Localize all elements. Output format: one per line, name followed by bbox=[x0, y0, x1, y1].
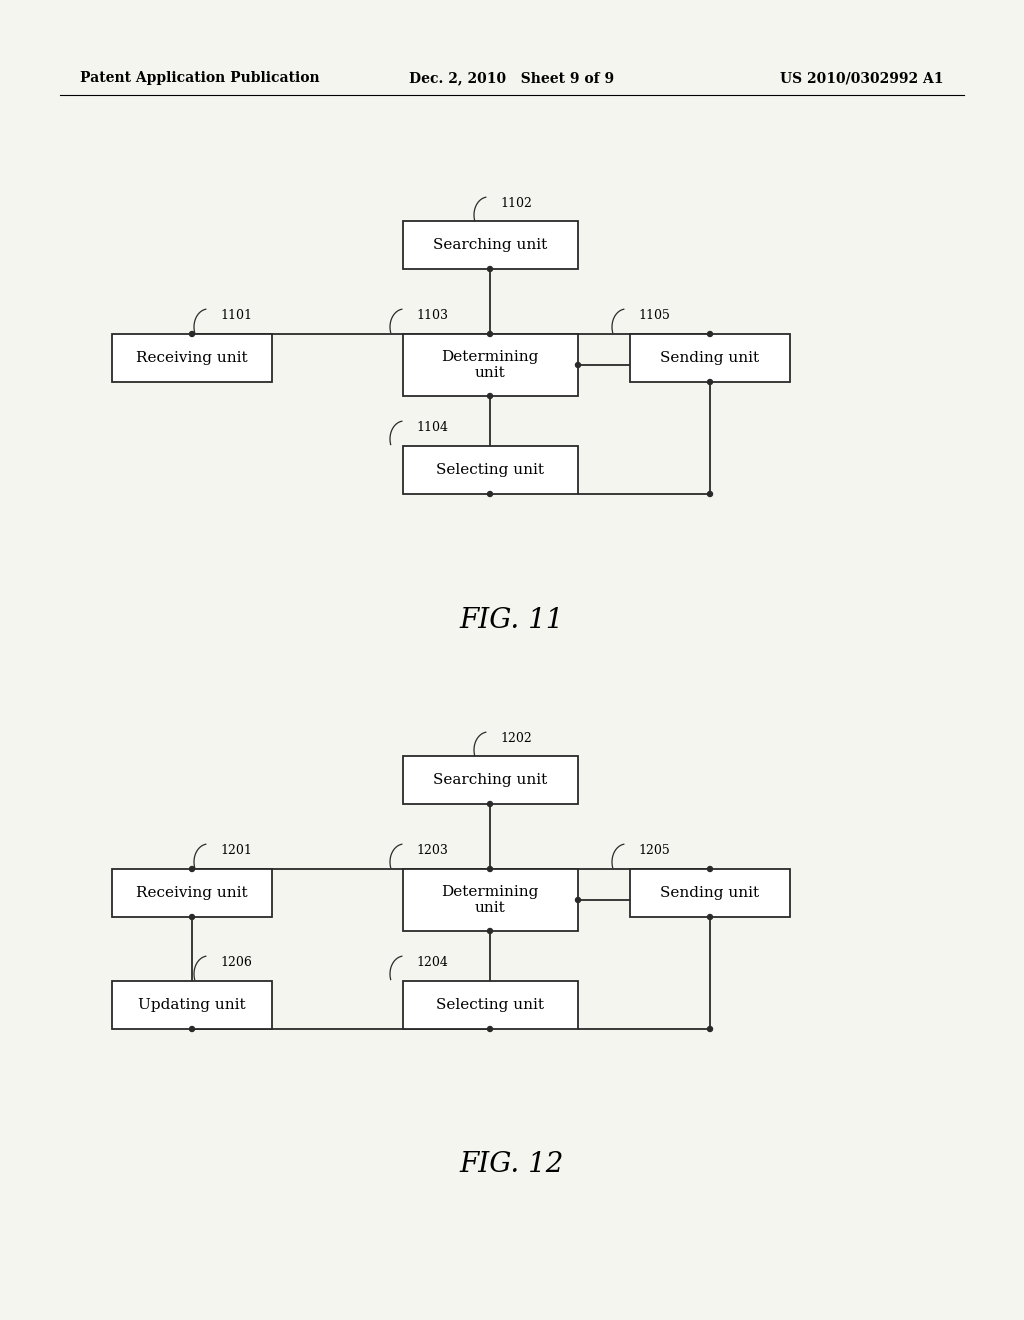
Text: 1104: 1104 bbox=[416, 421, 449, 434]
Text: US 2010/0302992 A1: US 2010/0302992 A1 bbox=[780, 71, 944, 84]
Text: FIG. 12: FIG. 12 bbox=[460, 1151, 564, 1179]
Text: 1205: 1205 bbox=[638, 843, 670, 857]
Circle shape bbox=[487, 491, 493, 496]
Bar bbox=[112, 334, 272, 381]
Circle shape bbox=[708, 915, 713, 920]
Text: 1201: 1201 bbox=[220, 843, 252, 857]
Text: Patent Application Publication: Patent Application Publication bbox=[80, 71, 319, 84]
Bar bbox=[402, 981, 578, 1030]
Circle shape bbox=[708, 491, 713, 496]
Circle shape bbox=[487, 331, 493, 337]
Circle shape bbox=[189, 866, 195, 871]
Circle shape bbox=[575, 363, 581, 367]
Text: Sending unit: Sending unit bbox=[660, 886, 760, 900]
Text: Selecting unit: Selecting unit bbox=[436, 463, 544, 477]
Circle shape bbox=[487, 1027, 493, 1031]
Text: 1101: 1101 bbox=[220, 309, 252, 322]
Text: 1202: 1202 bbox=[500, 733, 531, 744]
Circle shape bbox=[487, 267, 493, 272]
Bar bbox=[630, 334, 790, 381]
Bar bbox=[630, 869, 790, 917]
Circle shape bbox=[575, 898, 581, 903]
Text: Updating unit: Updating unit bbox=[138, 998, 246, 1012]
Text: Searching unit: Searching unit bbox=[433, 238, 547, 252]
Text: Determining
unit: Determining unit bbox=[441, 884, 539, 915]
Text: FIG. 11: FIG. 11 bbox=[460, 606, 564, 634]
Text: Dec. 2, 2010   Sheet 9 of 9: Dec. 2, 2010 Sheet 9 of 9 bbox=[410, 71, 614, 84]
Bar bbox=[402, 756, 578, 804]
Text: 1203: 1203 bbox=[416, 843, 447, 857]
Text: Determining
unit: Determining unit bbox=[441, 350, 539, 380]
Bar bbox=[402, 869, 578, 931]
Circle shape bbox=[708, 331, 713, 337]
Circle shape bbox=[708, 380, 713, 384]
Bar bbox=[112, 981, 272, 1030]
Text: Receiving unit: Receiving unit bbox=[136, 886, 248, 900]
Bar bbox=[402, 334, 578, 396]
Text: 1103: 1103 bbox=[416, 309, 449, 322]
Bar bbox=[402, 220, 578, 269]
Text: 1204: 1204 bbox=[416, 956, 447, 969]
Bar bbox=[112, 869, 272, 917]
Circle shape bbox=[487, 801, 493, 807]
Bar bbox=[402, 446, 578, 494]
Text: 1102: 1102 bbox=[500, 197, 531, 210]
Text: 1206: 1206 bbox=[220, 956, 252, 969]
Circle shape bbox=[189, 1027, 195, 1031]
Text: Searching unit: Searching unit bbox=[433, 774, 547, 787]
Circle shape bbox=[487, 866, 493, 871]
Text: Sending unit: Sending unit bbox=[660, 351, 760, 366]
Circle shape bbox=[189, 331, 195, 337]
Circle shape bbox=[487, 928, 493, 933]
Circle shape bbox=[708, 1027, 713, 1031]
Text: Receiving unit: Receiving unit bbox=[136, 351, 248, 366]
Circle shape bbox=[487, 393, 493, 399]
Text: 1105: 1105 bbox=[638, 309, 670, 322]
Circle shape bbox=[189, 915, 195, 920]
Circle shape bbox=[708, 866, 713, 871]
Text: Selecting unit: Selecting unit bbox=[436, 998, 544, 1012]
